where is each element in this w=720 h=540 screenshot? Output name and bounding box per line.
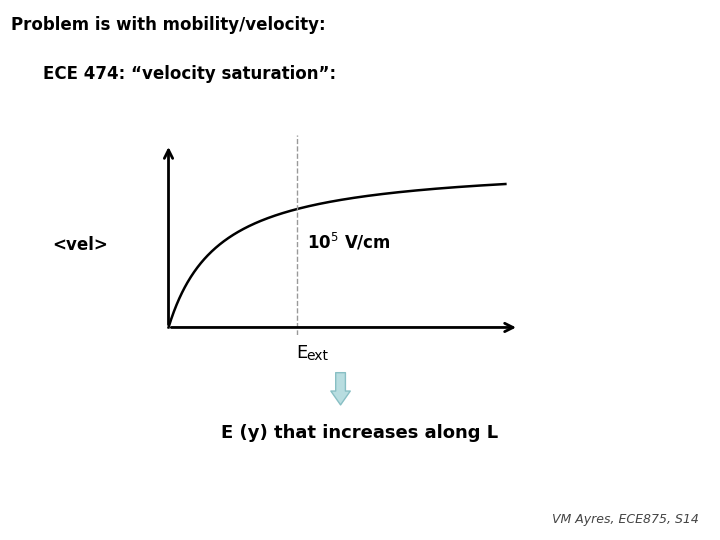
Text: <vel>: <vel> — [52, 236, 108, 254]
Text: VM Ayres, ECE875, S14: VM Ayres, ECE875, S14 — [552, 514, 698, 526]
Text: ECE 474: “velocity saturation”:: ECE 474: “velocity saturation”: — [43, 65, 336, 83]
Text: E: E — [297, 344, 307, 362]
Text: Problem is with mobility/velocity:: Problem is with mobility/velocity: — [11, 16, 325, 34]
Text: E (y) that increases along L: E (y) that increases along L — [222, 424, 498, 442]
Text: ext: ext — [306, 349, 328, 363]
Text: 10$^5$ V/cm: 10$^5$ V/cm — [307, 231, 390, 252]
